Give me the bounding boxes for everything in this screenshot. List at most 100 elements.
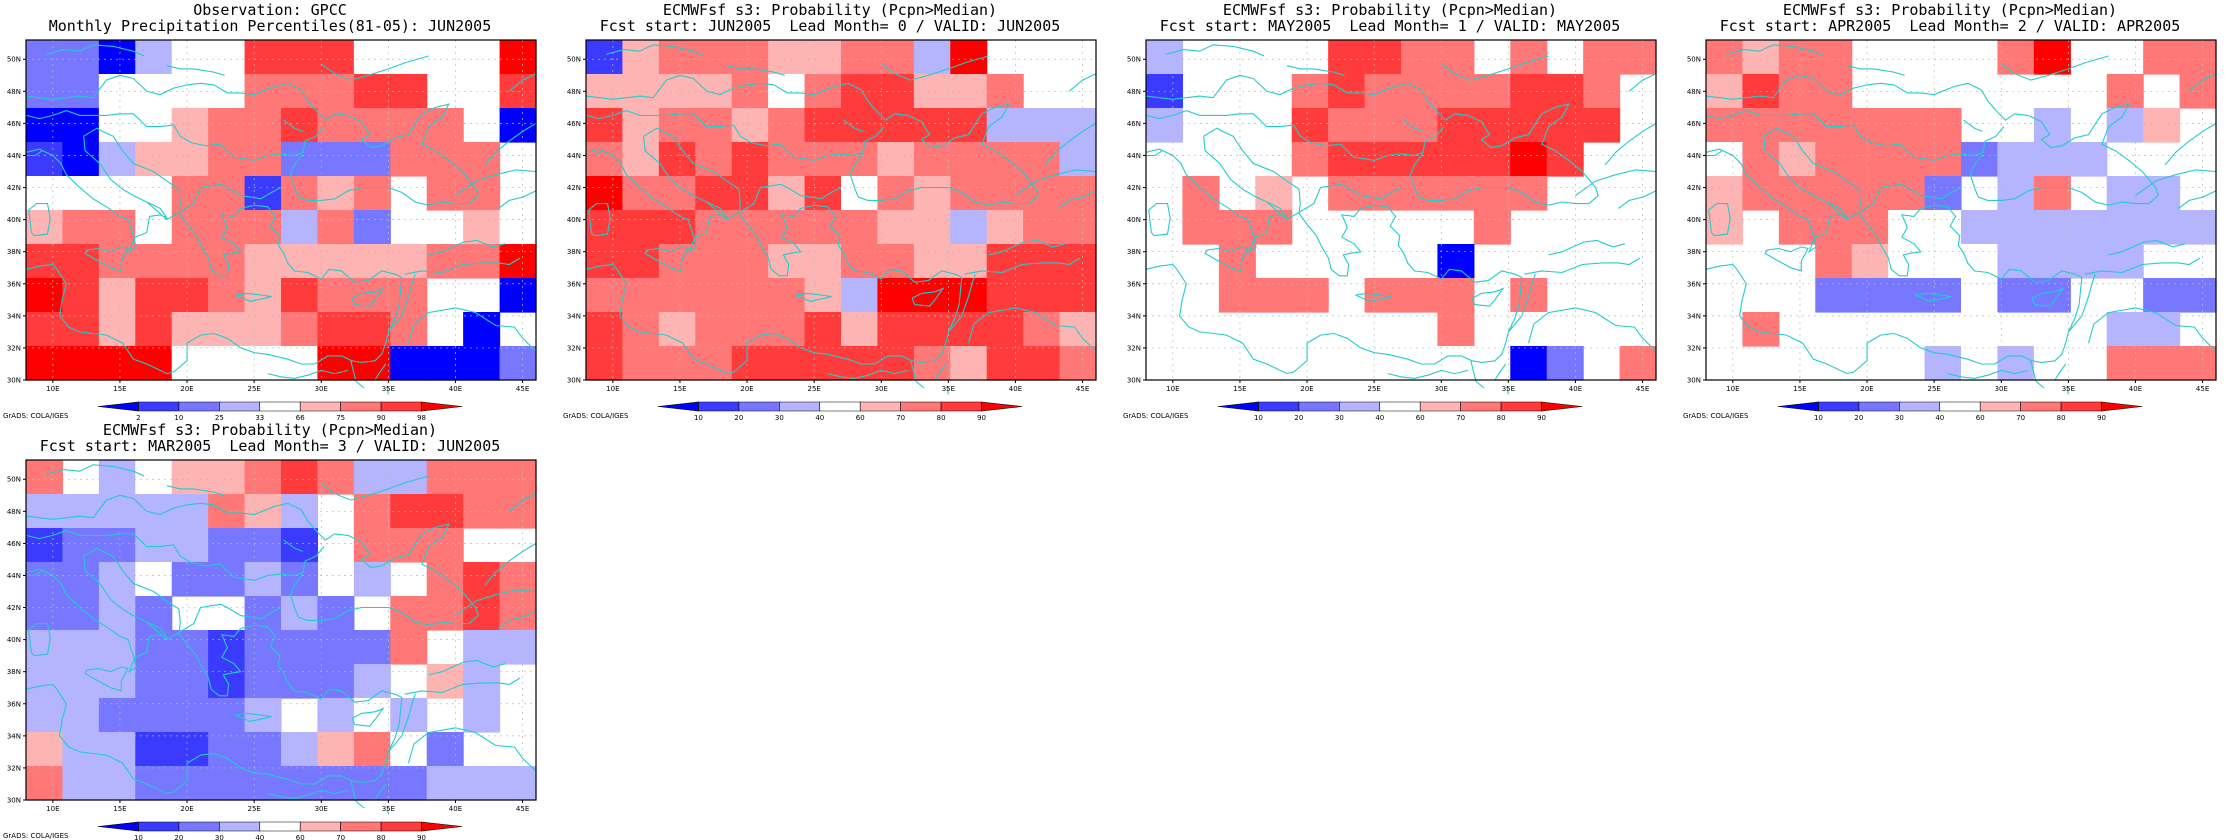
shaded-cell <box>426 596 464 631</box>
shaded-cell <box>1583 40 1621 75</box>
shaded-cell <box>877 176 915 211</box>
shaded-cell <box>426 346 464 381</box>
coastline <box>911 287 945 307</box>
shaded-cell <box>2143 210 2181 245</box>
lat-tick-label: 30N <box>7 797 21 805</box>
colorbar-swatch <box>1379 401 1421 412</box>
colorbar-swatch <box>340 401 382 412</box>
lat-tick-label: 50N <box>7 476 21 484</box>
colorbar-label: 80 <box>2057 414 2066 420</box>
lat-tick-label: 42N <box>1127 184 1141 192</box>
shaded-cell <box>2179 40 2217 75</box>
coastline <box>235 292 272 302</box>
colorbar-swatch <box>299 821 341 832</box>
map-frame <box>25 459 537 801</box>
colorbar-label: 90 <box>977 414 986 420</box>
shaded-cell <box>244 312 282 347</box>
shaded-cell <box>731 278 769 313</box>
shaded-cell <box>244 244 282 279</box>
shaded-cell <box>1328 176 1366 211</box>
shaded-cell <box>804 176 842 211</box>
shaded-cell <box>913 210 951 245</box>
coastline <box>25 127 403 375</box>
shaded-cell <box>1815 142 1853 177</box>
colorbar-swatch <box>1858 401 1900 412</box>
coastline <box>880 55 989 81</box>
shaded-cell <box>1888 108 1926 143</box>
coastline <box>484 542 537 586</box>
shaded-cell <box>1851 108 1889 143</box>
panel-title-line1: ECMWFsf s3: Probability (Pcpn>Median) <box>1782 1 2118 19</box>
shaded-cell <box>1546 74 1584 109</box>
shaded-cell <box>98 210 136 245</box>
lat-tick-label: 38N <box>1127 248 1141 256</box>
panel-title-line1: ECMWFsf s3: Probability (Pcpn>Median) <box>662 1 998 19</box>
panel-title-line2: Fcst start: APR2005 Lead Month= 2 / VALI… <box>1719 17 2181 35</box>
shaded-cell <box>317 142 355 177</box>
shaded-cell <box>950 142 988 177</box>
colorbar-label: 30 <box>1895 414 1904 420</box>
coastline <box>910 360 925 389</box>
shaded-cell <box>586 346 624 381</box>
shaded-cell <box>658 108 696 143</box>
shaded-cell <box>658 210 696 245</box>
shaded-cell <box>208 562 246 597</box>
shaded-cell <box>695 210 733 245</box>
colorbar-swatch <box>738 401 780 412</box>
lat-tick-label: 42N <box>567 184 581 192</box>
shaded-cell <box>62 766 100 801</box>
shaded-cell <box>986 244 1024 279</box>
lon-tick-label: 20E <box>740 385 753 393</box>
lat-tick-label: 32N <box>7 344 21 352</box>
coastline <box>26 150 43 157</box>
shaded-cell <box>62 312 100 347</box>
coastline <box>146 603 282 641</box>
shaded-cell <box>695 278 733 313</box>
shaded-cell <box>135 244 173 279</box>
shaded-cell <box>586 40 624 75</box>
shaded-cell <box>317 210 355 245</box>
shaded-cell <box>1401 278 1439 313</box>
shaded-cell <box>26 176 64 211</box>
colorbar-swatch <box>259 401 301 412</box>
colorbar-swatch <box>1939 401 1981 412</box>
shaded-cell <box>390 108 428 143</box>
shaded-cell <box>1888 278 1926 313</box>
shaded-cell <box>26 40 64 75</box>
shaded-cell <box>731 108 769 143</box>
colorbar-swatch <box>1258 401 1300 412</box>
shaded-cell <box>804 244 842 279</box>
colorbar-label: 80 <box>1497 414 1506 420</box>
coastline <box>350 780 365 809</box>
colorbar-label: 90 <box>377 414 386 420</box>
lat-tick-label: 36N <box>1687 280 1701 288</box>
shaded-cell <box>62 244 100 279</box>
shaded-cell <box>426 562 464 597</box>
shaded-cell <box>26 312 64 347</box>
colorbar-label: 40 <box>1375 414 1384 420</box>
shaded-cell <box>26 562 64 597</box>
colorbar-swatch <box>380 401 422 412</box>
colorbar-swatch <box>1298 401 1340 412</box>
shaded-cell <box>1328 108 1366 143</box>
shaded-cell <box>2179 278 2217 313</box>
shaded-cell <box>586 176 624 211</box>
lat-tick-label: 32N <box>567 344 581 352</box>
grads-credit: GrADS: COLA/IGES <box>563 412 629 420</box>
shaded-cell <box>426 108 464 143</box>
coastline <box>1165 44 1265 57</box>
coastline <box>1604 122 1657 166</box>
shaded-cell <box>317 664 355 699</box>
shaded-cell <box>986 346 1024 381</box>
shaded-cell <box>2033 278 2071 313</box>
lat-tick-label: 46N <box>1127 120 1141 128</box>
lat-tick-label: 46N <box>7 540 21 548</box>
shaded-cell <box>281 40 319 75</box>
shaded-cell <box>804 40 842 75</box>
shaded-cell <box>1023 210 1061 245</box>
colorbar-swatch <box>299 401 341 412</box>
coastline <box>964 257 1081 275</box>
lon-tick-label: 20E <box>1860 385 1873 393</box>
coastline <box>934 363 947 381</box>
shaded-cell <box>1546 346 1584 381</box>
